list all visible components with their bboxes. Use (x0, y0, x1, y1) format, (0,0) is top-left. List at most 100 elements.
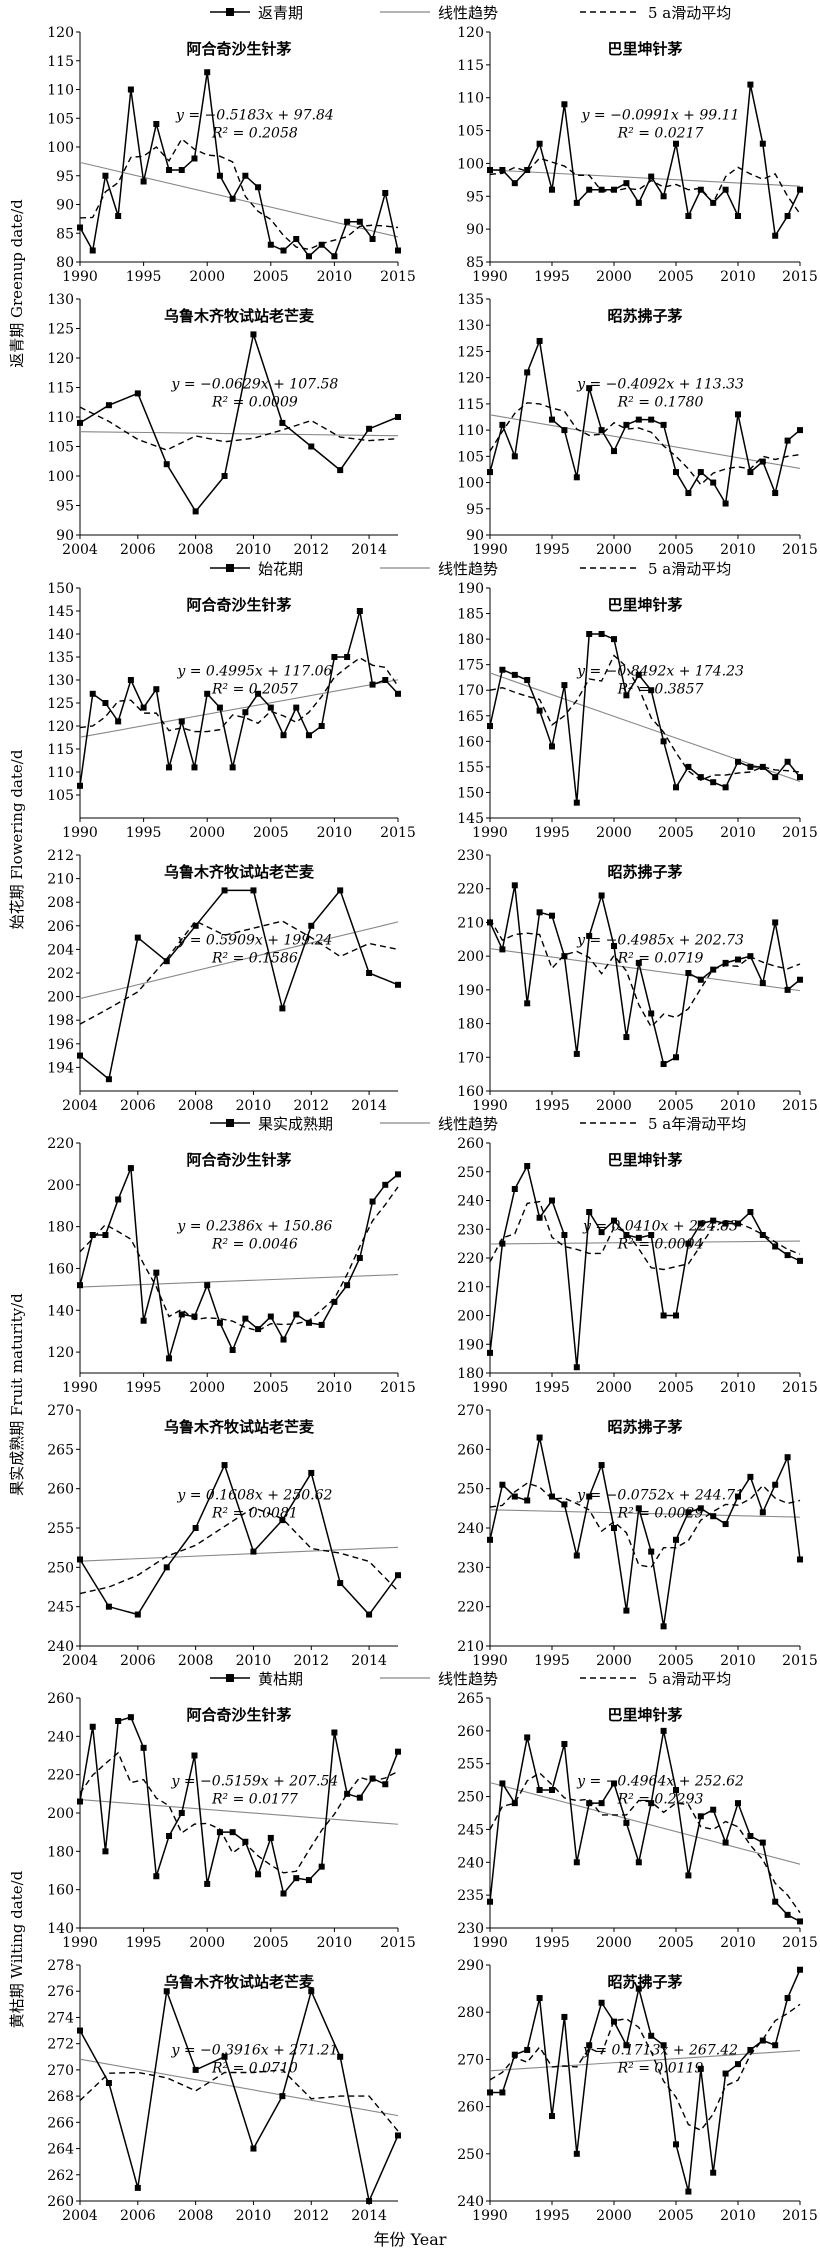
data-point (673, 2141, 679, 2148)
data-point (511, 180, 518, 187)
chart-panel-b3: 194 196 198 200 202 204 206 208 210 212 2004 2006 20… (47, 848, 401, 1114)
x-tick-label: 2015 (380, 1935, 416, 1951)
data-point (722, 784, 729, 791)
y-tick-label: 274 (47, 2010, 74, 2026)
data-point (127, 1714, 134, 1721)
y-tick-label: 260 (457, 1724, 484, 1740)
data-point (305, 732, 312, 739)
data-point (369, 236, 376, 242)
data-point (598, 427, 605, 434)
x-tick-label: 2005 (253, 1935, 289, 1951)
data-point (221, 1462, 228, 1469)
data-point (382, 1781, 389, 1788)
regression-equation: y = −0.4985x + 202.73 (576, 933, 744, 949)
data-point (549, 2113, 555, 2120)
data-point (797, 1966, 803, 1973)
x-tick-label: 2005 (658, 825, 694, 841)
trend-line (489, 414, 801, 469)
y-tick-label: 272 (47, 2037, 74, 2053)
data-point (772, 1481, 779, 1488)
data-point (192, 1525, 199, 1531)
y-tick-label: 105 (47, 111, 74, 127)
y-tick-label: 262 (47, 2168, 74, 2184)
data-point (267, 704, 274, 711)
x-tick-label: 2000 (596, 825, 632, 841)
r-squared: R² = 0.0119 (617, 2061, 704, 2077)
data-point (673, 140, 679, 147)
y-tick-label: 90 (466, 528, 484, 544)
data-point (747, 763, 754, 770)
x-tick-label: 1995 (534, 1653, 570, 1669)
station-title: 乌鲁木齐牧试站老芒麦 (164, 863, 315, 881)
data-point (77, 1052, 83, 1059)
y-tick-label: 130 (47, 673, 74, 689)
y-tick-label: 160 (47, 1261, 74, 1277)
data-point (191, 1313, 198, 1320)
data-point (561, 953, 568, 960)
data-point (660, 1061, 667, 1068)
data-point (673, 1787, 679, 1793)
data-point (221, 887, 228, 894)
data-point (166, 1833, 173, 1839)
y-tick-label: 265 (457, 1691, 484, 1707)
data-point (524, 677, 531, 683)
y-tick-label: 150 (47, 581, 74, 597)
data-point (487, 723, 493, 729)
data-point (356, 1794, 363, 1801)
x-tick-label: 1990 (472, 1380, 508, 1396)
data-point (735, 213, 741, 219)
y-tick-label: 260 (457, 2100, 484, 2116)
x-tick-label: 2008 (178, 542, 214, 558)
legend: 黄枯期 线性趋势 5 a滑动平均 (210, 1670, 731, 1688)
x-tick-label: 2004 (62, 542, 98, 558)
trend-line (79, 1274, 399, 1288)
data-point (648, 1232, 655, 1238)
data-point (772, 774, 779, 781)
x-tick-label: 2005 (658, 542, 694, 558)
r-squared: R² = 0.2058 (211, 125, 298, 141)
station-title: 乌鲁木齐牧试站老芒麦 (164, 307, 315, 325)
data-point (395, 1171, 401, 1178)
data-point (611, 943, 617, 950)
x-tick-label: 2008 (178, 1098, 214, 1114)
data-point (561, 1741, 568, 1747)
y-tick-label: 260 (47, 1482, 74, 1498)
data-point (797, 1257, 803, 1264)
x-tick-label: 1995 (126, 825, 162, 841)
y-tick-label: 250 (457, 1482, 484, 1498)
regression-equation: y = −0.4964x + 252.62 (576, 1773, 744, 1789)
data-point (250, 887, 257, 894)
y-tick-label: 140 (47, 1921, 74, 1937)
y-tick-label: 95 (466, 502, 484, 518)
data-point (660, 1623, 667, 1630)
data-point (178, 718, 185, 725)
data-point (102, 1232, 109, 1238)
data-point (797, 1918, 803, 1925)
y-tick-label: 95 (56, 169, 74, 185)
data-point (598, 186, 605, 193)
data-point (331, 1298, 338, 1305)
y-tick-label: 220 (457, 1251, 484, 1267)
y-tick-label: 212 (47, 848, 74, 864)
moving-average-line (489, 402, 801, 486)
data-point (784, 1252, 791, 1259)
data-point (280, 1336, 287, 1343)
data-point (308, 1988, 315, 1995)
trend-line (489, 169, 801, 187)
stage-y-axis-label: 黄枯期 Wilting date/d (8, 1870, 26, 2028)
data-point (229, 764, 236, 771)
data-point (140, 1744, 147, 1751)
data-point (611, 636, 617, 643)
data-point (673, 469, 679, 476)
data-point (747, 953, 754, 960)
data-point (735, 1493, 741, 1500)
data-point (499, 421, 506, 428)
y-tick-label: 115 (457, 397, 484, 413)
legend: 返青期 线性趋势 5 a滑动平均 (210, 4, 731, 22)
data-point (511, 671, 518, 678)
trend-line (79, 921, 399, 1000)
data-point (229, 1347, 236, 1353)
observed-line (79, 72, 399, 258)
data-point (648, 173, 655, 180)
data-point (134, 2184, 141, 2191)
